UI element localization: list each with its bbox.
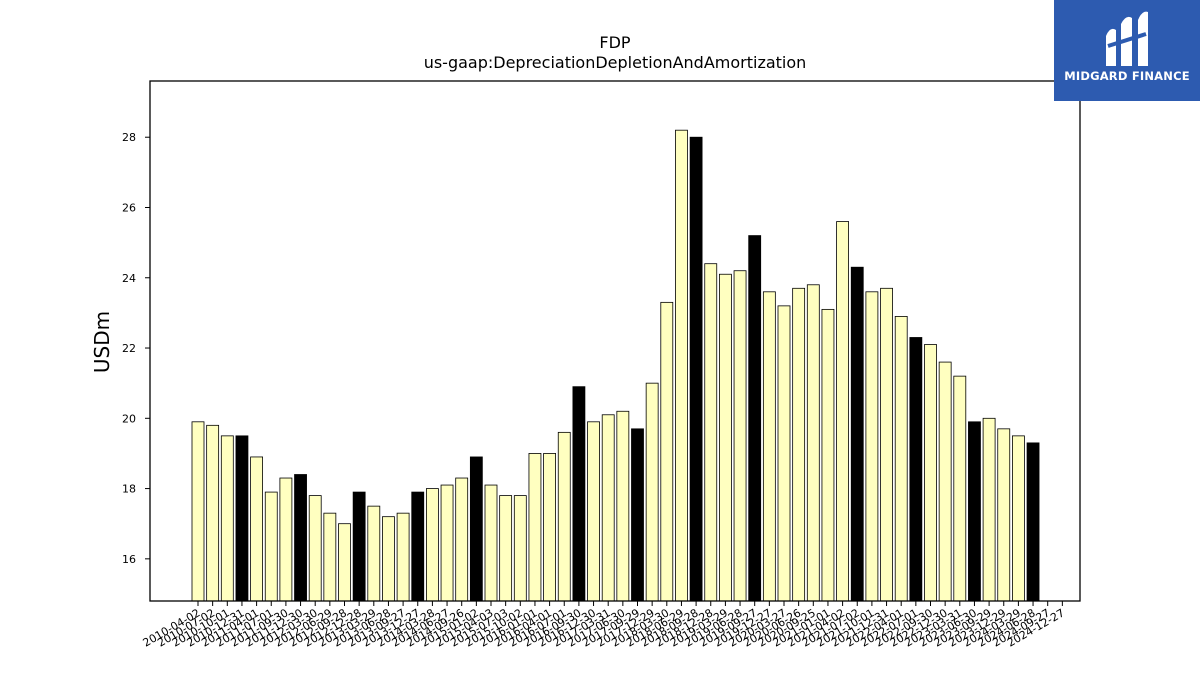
midgard-logo-icon (1106, 11, 1148, 66)
bar-2022-09-30 (924, 344, 937, 602)
bar-2017-03-31 (601, 414, 615, 602)
y-tick-label: 18 (122, 483, 136, 496)
bar-2015-10-02 (513, 495, 527, 602)
bar-2019-09-27 (748, 235, 762, 602)
bar-2011-04-01 (250, 456, 264, 602)
bar-2020-09-25 (806, 284, 820, 602)
brand-name: MIDGARD FINANCE (1064, 69, 1190, 83)
bar-2011-12-30 (294, 474, 307, 602)
bar-2024-03-29 (1012, 435, 1025, 602)
bar-2010-10-01 (220, 435, 234, 602)
y-tick-label: 20 (122, 412, 136, 425)
bar-2014-06-27 (440, 484, 454, 602)
y-tick-label: 28 (122, 131, 136, 144)
y-axis-ticks: 16 18 20 22 24 26 28 (122, 131, 150, 566)
y-tick-label: 26 (122, 201, 136, 214)
bar-2015-04-03 (484, 484, 498, 602)
bar-2019-06-28 (733, 270, 747, 602)
bar-2015-01-02 (469, 456, 483, 602)
y-tick-label: 22 (122, 342, 136, 355)
bar-2020-06-26 (792, 287, 806, 602)
bar-2012-12-28 (352, 491, 366, 602)
bar-2020-03-27 (777, 305, 791, 602)
bar-2018-12-28 (704, 263, 718, 602)
bar-2021-07-02 (850, 266, 864, 602)
brand-logo: MIDGARD FINANCE (1054, 0, 1200, 101)
plot-frame (149, 80, 1081, 602)
chart-title: FDP (599, 33, 631, 52)
bar-2021-04-02 (836, 221, 849, 602)
bar-2022-12-30 (938, 361, 952, 602)
bar-2012-06-29 (323, 512, 337, 602)
bar-2023-06-30 (968, 421, 981, 602)
bar-2018-06-29 (675, 129, 688, 602)
bar-2022-04-01 (894, 316, 908, 602)
bar-2012-03-30 (308, 495, 322, 602)
y-tick-label: 24 (122, 272, 136, 285)
bar-2014-09-26 (455, 477, 469, 602)
bar-2011-07-01 (264, 491, 278, 602)
y-axis-label: USDm (90, 311, 114, 373)
chart-subtitle: us-gaap:DepreciationDepletionAndAmortiza… (424, 53, 807, 72)
x-axis-ticks: 2010-04-022010-07-022010-10-012010-12-31… (141, 601, 1067, 650)
bar-2017-12-29 (645, 382, 659, 602)
bar-2010-04-02 (191, 421, 205, 602)
bar-2022-07-01 (909, 337, 923, 602)
bar-2015-07-03 (499, 495, 513, 602)
y-tick-label: 16 (122, 553, 136, 566)
bar-2021-01-01 (821, 308, 835, 602)
bar-2017-09-29 (631, 428, 644, 602)
bar-2016-04-01 (543, 453, 556, 602)
bar-2010-12-31 (235, 435, 249, 602)
bar-2014-03-28 (425, 488, 439, 602)
bar-2010-07-02 (206, 424, 220, 602)
bar-2016-07-01 (557, 431, 571, 602)
bar-2012-09-28 (338, 523, 351, 602)
bar-2013-03-29 (367, 505, 381, 602)
bar-2016-01-01 (528, 453, 542, 602)
bar-2021-10-01 (865, 291, 879, 602)
bar-2019-03-29 (719, 273, 732, 602)
bar-2017-06-30 (616, 410, 630, 602)
bar-2011-09-30 (279, 477, 293, 602)
bar-2013-06-28 (382, 516, 395, 602)
bars-group (191, 129, 1040, 602)
bar-2019-12-27 (762, 291, 776, 602)
bar-2018-09-28 (689, 136, 703, 602)
bar-2023-09-29 (982, 417, 996, 602)
bar-2024-06-28 (1026, 442, 1040, 602)
bar-2023-03-31 (953, 375, 967, 602)
bar-2013-09-27 (396, 512, 410, 602)
bar-2021-12-31 (880, 287, 893, 602)
bar-2016-09-30 (572, 386, 586, 602)
bar-2023-12-29 (997, 428, 1011, 602)
bar-2018-03-30 (660, 301, 674, 602)
bar-2013-12-27 (411, 491, 425, 602)
bar-2016-12-30 (587, 421, 600, 602)
